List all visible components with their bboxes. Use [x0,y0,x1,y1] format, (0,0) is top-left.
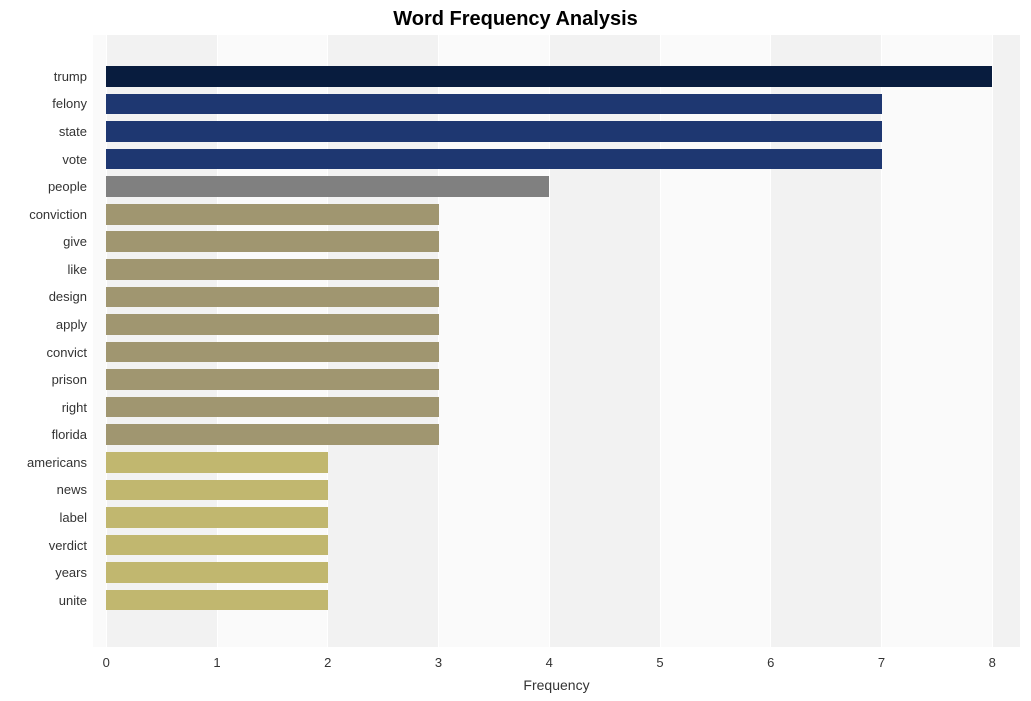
bar [106,342,438,363]
x-tick-label: 8 [989,655,996,670]
y-tick-label: vote [62,152,87,167]
y-tick-label: right [62,400,87,415]
y-tick-label: conviction [29,207,87,222]
y-tick-label: convict [47,345,87,360]
bar [106,204,438,225]
bar [106,314,438,335]
y-tick-label: news [57,482,87,497]
y-tick-label: people [48,179,87,194]
y-tick-label: verdict [49,538,87,553]
y-tick-label: apply [56,317,87,332]
x-tick-label: 3 [435,655,442,670]
bar [106,480,328,501]
bar [106,369,438,390]
grid-band [93,35,106,647]
y-tick-label: felony [52,96,87,111]
x-tick-label: 6 [767,655,774,670]
y-tick-label: label [60,510,87,525]
bar [106,66,992,87]
bar [106,590,328,611]
chart-container: Word Frequency Analysis Frequency trump f… [0,0,1031,701]
bar [106,231,438,252]
y-tick-label: unite [59,593,87,608]
y-tick-label: state [59,124,87,139]
x-tick-label: 4 [546,655,553,670]
chart-title: Word Frequency Analysis [0,8,1031,31]
y-tick-label: prison [52,372,87,387]
y-tick-label: give [63,234,87,249]
bar [106,397,438,418]
plot-area [93,35,1020,647]
x-tick-label: 5 [656,655,663,670]
grid-band [882,35,993,647]
x-tick-label: 7 [878,655,885,670]
y-tick-label: design [49,289,87,304]
y-tick-label: years [55,565,87,580]
bar [106,424,438,445]
bar [106,94,881,115]
y-tick-label: americans [27,455,87,470]
x-tick-label: 1 [213,655,220,670]
bar [106,535,328,556]
grid-line [992,35,993,647]
bar [106,176,549,197]
x-tick-label: 0 [103,655,110,670]
bar [106,287,438,308]
x-tick-label: 2 [324,655,331,670]
bar [106,121,881,142]
bar [106,452,328,473]
bar [106,149,881,170]
bar [106,259,438,280]
x-axis-label: Frequency [523,677,589,693]
y-tick-label: like [67,262,87,277]
y-tick-label: trump [54,69,87,84]
bar [106,507,328,528]
y-tick-label: florida [52,427,87,442]
grid-band [992,35,1020,647]
bar [106,562,328,583]
